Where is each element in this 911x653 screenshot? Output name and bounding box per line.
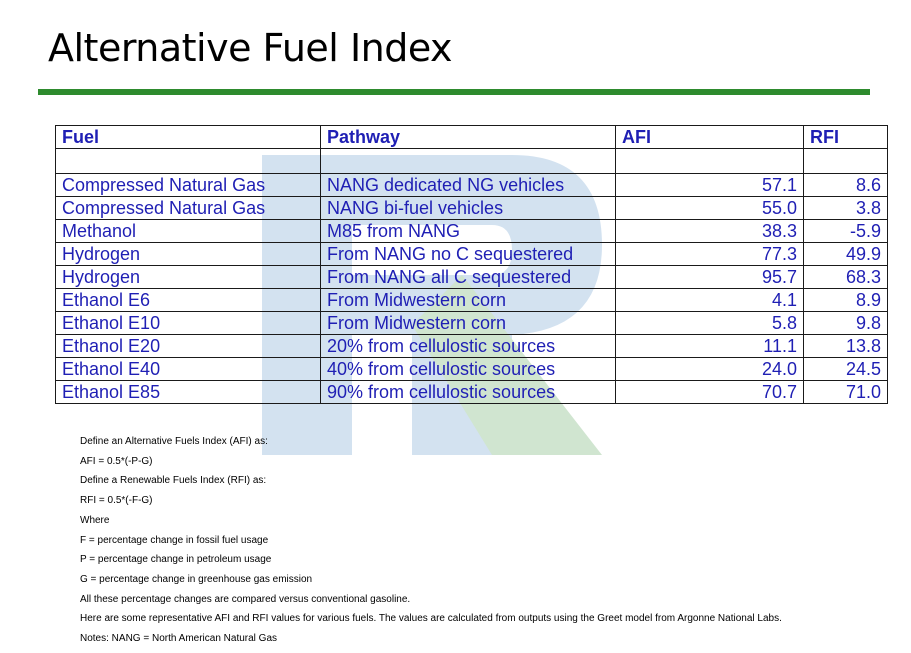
rfi-cell: -5.9 bbox=[803, 219, 888, 243]
note-line: P = percentage change in petroleum usage bbox=[80, 554, 272, 566]
fuel-cell: Hydrogen bbox=[55, 265, 321, 289]
fuel-cell: Methanol bbox=[55, 219, 321, 243]
afi-cell: 95.7 bbox=[615, 265, 804, 289]
pathway-cell: NANG dedicated NG vehicles bbox=[320, 173, 616, 197]
pathway-cell: 20% from cellulostic sources bbox=[320, 334, 616, 358]
column-header-pathway: Pathway bbox=[320, 125, 616, 149]
table-row: Ethanol E40 40% from cellulostic sources 2… bbox=[55, 357, 888, 381]
column-header-afi: AFI bbox=[615, 125, 804, 149]
afi-cell: 4.1 bbox=[615, 288, 804, 312]
table-row: Ethanol E6 From Midwestern corn 4.1 8.9 bbox=[55, 288, 888, 312]
afi-cell: 55.0 bbox=[615, 196, 804, 220]
table-row: Hydrogen From NANG no C sequestered 77.3 49… bbox=[55, 242, 888, 266]
table-row: Ethanol E20 20% from cellulostic sources 1… bbox=[55, 334, 888, 358]
note-line: F = percentage change in fossil fuel usa… bbox=[80, 534, 269, 546]
pathway-cell: M85 from NANG bbox=[320, 219, 616, 243]
afi-cell: 70.7 bbox=[615, 380, 804, 404]
fuel-cell: Ethanol E40 bbox=[55, 357, 321, 381]
note-line: RFI = 0.5*(-F-G) bbox=[80, 495, 153, 507]
notes-block: Define an Alternative Fuels Index (AFI) … bbox=[80, 432, 782, 649]
rfi-cell: 24.5 bbox=[803, 357, 888, 381]
rfi-cell: 8.9 bbox=[803, 288, 888, 312]
afi-cell: 38.3 bbox=[615, 219, 804, 243]
fuel-cell: Ethanol E6 bbox=[55, 288, 321, 312]
pathway-cell: From NANG all C sequestered bbox=[320, 265, 616, 289]
afi-cell: 11.1 bbox=[615, 334, 804, 358]
note-line: Define a Renewable Fuels Index (RFI) as: bbox=[80, 475, 267, 487]
table-header-row: Fuel Pathway AFI RFI bbox=[55, 125, 888, 149]
rfi-cell: 49.9 bbox=[803, 242, 888, 266]
pathway-cell: From Midwestern corn bbox=[320, 288, 616, 312]
note-line: Here are some representative AFI and RFI… bbox=[80, 613, 782, 625]
fuel-cell: Ethanol E10 bbox=[55, 311, 321, 335]
table-row: Compressed Natural Gas NANG dedicated NG … bbox=[55, 173, 888, 197]
pathway-cell: 90% from cellulostic sources bbox=[320, 380, 616, 404]
note-line: Define an Alternative Fuels Index (AFI) … bbox=[80, 436, 268, 447]
rfi-cell: 71.0 bbox=[803, 380, 888, 404]
rfi-cell: 3.8 bbox=[803, 196, 888, 220]
rfi-cell: 68.3 bbox=[803, 265, 888, 289]
afi-cell: 77.3 bbox=[615, 242, 804, 266]
fuel-cell: Hydrogen bbox=[55, 242, 321, 266]
pathway-cell: From Midwestern corn bbox=[320, 311, 616, 335]
note-line: Notes: NANG = North American Natural Gas bbox=[80, 633, 278, 645]
note-line: Where bbox=[80, 514, 110, 526]
fuel-cell: Compressed Natural Gas bbox=[55, 173, 321, 197]
page-title: Alternative Fuel Index bbox=[48, 26, 453, 70]
empty-row bbox=[55, 148, 888, 174]
table-row: Methanol M85 from NANG 38.3 -5.9 bbox=[55, 219, 888, 243]
note-line: G = percentage change in greenhouse gas … bbox=[80, 573, 313, 585]
title-divider bbox=[38, 89, 870, 95]
afi-cell: 5.8 bbox=[615, 311, 804, 335]
pathway-cell: 40% from cellulostic sources bbox=[320, 357, 616, 381]
table-row: Compressed Natural Gas NANG bi-fuel vehic… bbox=[55, 196, 888, 220]
fuel-cell: Compressed Natural Gas bbox=[55, 196, 321, 220]
note-line: All these percentage changes are compare… bbox=[80, 593, 411, 605]
table-row: Hydrogen From NANG all C sequestered 95.7 6… bbox=[55, 265, 888, 289]
rfi-cell: 9.8 bbox=[803, 311, 888, 335]
rfi-cell: 8.6 bbox=[803, 173, 888, 197]
rfi-cell: 13.8 bbox=[803, 334, 888, 358]
fuel-cell: Ethanol E85 bbox=[55, 380, 321, 404]
fuel-cell: Ethanol E20 bbox=[55, 334, 321, 358]
afi-cell: 57.1 bbox=[615, 173, 804, 197]
table-row: Ethanol E10 From Midwestern corn 5.8 9.8 bbox=[55, 311, 888, 335]
pathway-cell: NANG bi-fuel vehicles bbox=[320, 196, 616, 220]
note-line: AFI = 0.5*(-P-G) bbox=[80, 455, 153, 467]
column-header-fuel: Fuel bbox=[55, 125, 321, 149]
fuel-index-table: Fuel Pathway AFI RFI Compressed Natural … bbox=[55, 125, 888, 404]
table-row: Ethanol E85 90% from cellulostic sources 7… bbox=[55, 380, 888, 404]
afi-cell: 24.0 bbox=[615, 357, 804, 381]
column-header-rfi: RFI bbox=[803, 125, 888, 149]
pathway-cell: From NANG no C sequestered bbox=[320, 242, 616, 266]
